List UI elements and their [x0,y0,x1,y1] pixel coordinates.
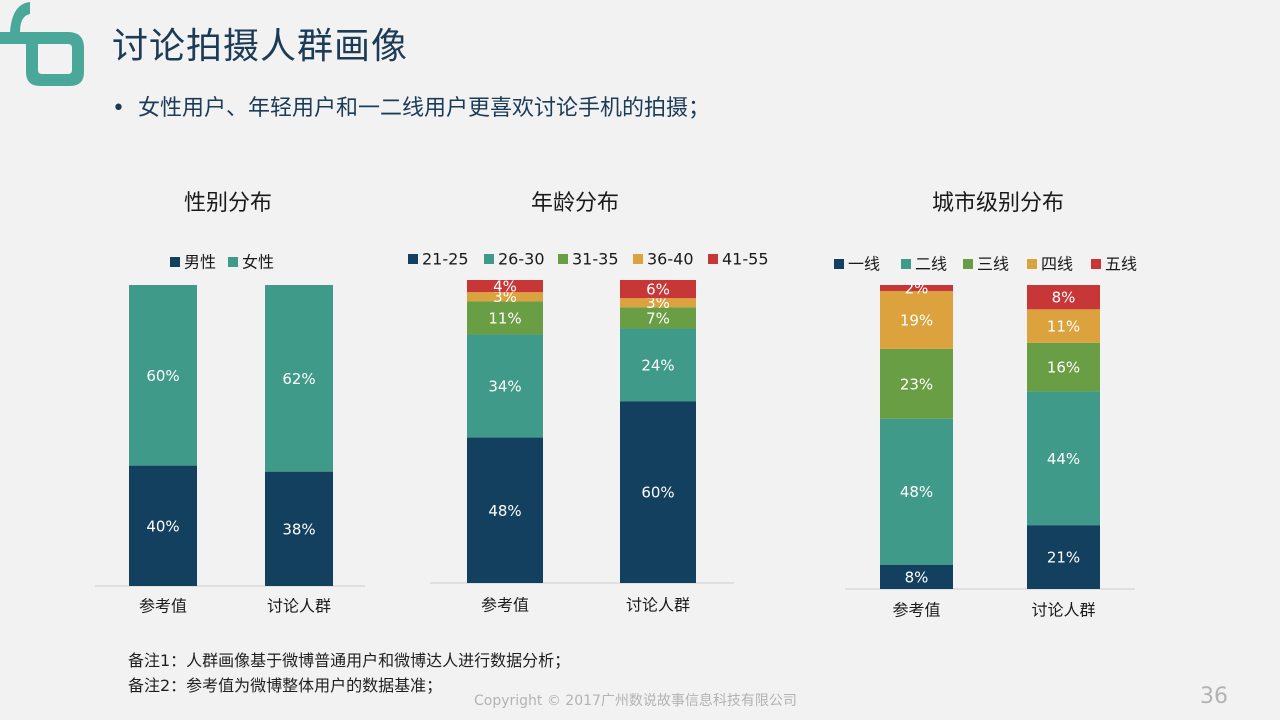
chart-title: 城市级别分布 [932,191,1064,216]
legend-swatch [708,254,718,264]
bar-segment [1027,309,1100,343]
bar-segment [1027,391,1100,526]
bar-segment [620,401,696,583]
data-label: 40% [146,517,179,535]
bar-segment [880,564,953,589]
page-number: 36 [1200,684,1228,709]
data-label: 34% [488,378,521,396]
data-label: 8% [1052,289,1076,307]
category-label: 讨论人群 [1031,601,1095,620]
footnote-2: 备注2：参考值为微博整体用户的数据基准； [128,676,443,695]
brand-logo [0,2,84,86]
category-label: 讨论人群 [626,596,690,615]
page-title: 讨论拍摄人群画像 [112,26,409,67]
legend-label: 36-40 [647,250,694,269]
legend-label: 41-55 [722,250,769,269]
legend-label: 三线 [977,255,1009,274]
data-label: 24% [641,356,674,374]
data-label: 8% [905,568,929,586]
data-label: 7% [646,309,670,327]
bar-segment [620,328,696,402]
legend-swatch [834,259,844,269]
bar-segment [880,285,953,292]
bar-segment [1027,285,1100,310]
legend-label: 31-35 [572,250,619,269]
bar-segment [467,280,543,293]
legend-swatch [1091,259,1101,269]
category-label: 参考值 [139,597,187,616]
bar-segment [129,465,197,586]
bar-segment [467,334,543,438]
data-label: 6% [646,281,670,299]
legend-label: 男性 [184,253,216,272]
bar-segment [467,292,543,302]
legend-swatch [484,254,494,264]
bar-segment [880,291,953,349]
data-label: 19% [900,311,933,329]
legend-label: 21-25 [422,250,469,269]
legend-label: 二线 [915,255,947,274]
bar-segment [265,285,333,472]
chart-title: 年龄分布 [531,191,619,216]
bar-segment [1027,342,1100,392]
legend-swatch [963,259,973,269]
key-finding-text: 女性用户、年轻用户和一二线用户更喜欢讨论手机的拍摄； [138,96,711,121]
bar-segment [265,471,333,586]
copyright-text: Copyright © 2017广州数说故事信息科技有限公司 [474,693,797,709]
data-label: 11% [1047,318,1080,336]
footnotes: 备注1：人群画像基于微博普通用户和微博达人进行数据分析； 备注2：参考值为微博整… [128,648,570,698]
bar-segment [467,301,543,335]
legend-label: 五线 [1105,255,1137,274]
data-label: 11% [488,309,521,327]
legend-label: 一线 [848,255,880,274]
legend-swatch [901,259,911,269]
data-label: 44% [1047,450,1080,468]
legend-swatch [408,254,418,264]
bar-segment [620,280,696,299]
data-label: 2% [905,280,929,298]
legend-swatch [633,254,643,264]
data-label: 48% [488,502,521,520]
legend-label: 女性 [242,253,274,272]
data-label: 3% [646,294,670,312]
category-label: 讨论人群 [267,597,331,616]
data-label: 60% [641,484,674,502]
data-label: 48% [900,483,933,501]
legend-swatch [558,254,568,264]
bar-segment [129,285,197,466]
key-finding: • 女性用户、年轻用户和一二线用户更喜欢讨论手机的拍摄； [112,90,710,122]
bar-segment [880,348,953,419]
data-label: 38% [282,520,315,538]
data-label: 16% [1047,359,1080,377]
bar-segment [1027,525,1100,589]
legend-label: 四线 [1041,255,1073,274]
category-label: 参考值 [892,601,940,620]
legend-label: 26-30 [498,250,545,269]
data-label: 62% [282,370,315,388]
bar-segment [467,437,543,583]
data-label: 23% [900,375,933,393]
category-label: 参考值 [481,596,529,615]
bar-segment [620,298,696,308]
legend-swatch [1027,259,1037,269]
bullet-dot: • [112,96,125,121]
data-label: 21% [1047,549,1080,567]
bar-segment [880,418,953,565]
data-label: 4% [493,278,517,296]
legend-swatch [170,257,180,267]
data-label: 3% [493,288,517,306]
legend-swatch [228,257,238,267]
chart-title: 性别分布 [184,191,272,216]
bar-segment [620,307,696,329]
data-label: 60% [146,367,179,385]
footnote-1: 备注1：人群画像基于微博普通用户和微博达人进行数据分析； [128,651,571,670]
